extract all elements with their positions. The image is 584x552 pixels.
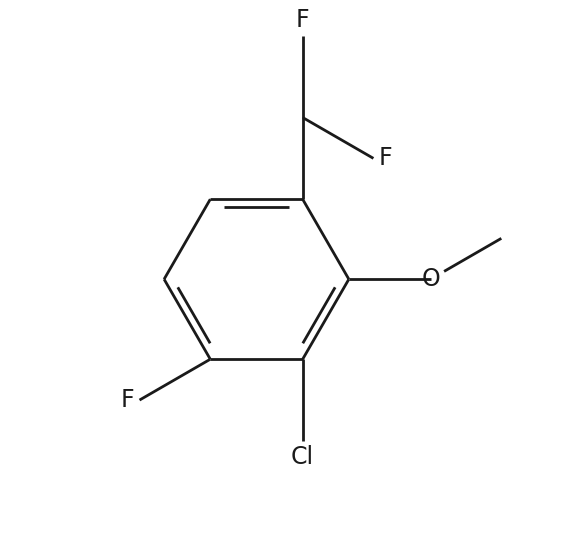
Text: F: F — [296, 8, 310, 31]
Text: Cl: Cl — [291, 445, 314, 469]
Text: F: F — [379, 146, 392, 171]
Text: O: O — [421, 267, 440, 291]
Text: F: F — [120, 388, 134, 412]
